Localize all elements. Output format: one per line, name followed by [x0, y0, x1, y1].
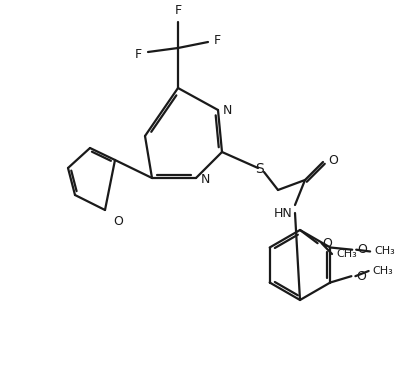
Text: O: O	[328, 154, 338, 166]
Text: O: O	[357, 243, 367, 256]
Text: N: N	[223, 103, 233, 116]
Text: CH₃: CH₃	[374, 247, 395, 256]
Text: S: S	[255, 162, 264, 176]
Text: F: F	[214, 33, 221, 47]
Text: F: F	[175, 4, 182, 17]
Text: CH₃: CH₃	[373, 266, 393, 276]
Text: O: O	[113, 215, 123, 228]
Text: O: O	[323, 237, 333, 250]
Text: F: F	[135, 47, 142, 61]
Text: O: O	[356, 270, 366, 283]
Text: N: N	[201, 172, 211, 186]
Text: CH₃: CH₃	[336, 249, 357, 259]
Text: HN: HN	[274, 207, 293, 220]
